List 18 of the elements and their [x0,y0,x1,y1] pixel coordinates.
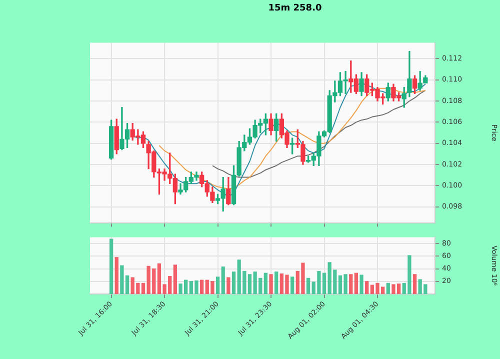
bar [226,277,230,294]
bar [200,280,204,294]
bar [354,272,358,294]
bar [386,282,390,294]
bar [114,257,118,294]
bar [264,272,268,294]
bar [274,272,278,294]
bar [306,278,310,294]
bar [173,264,178,294]
bar [290,276,294,294]
bar [221,266,225,294]
bar [349,274,353,294]
bar [365,281,369,294]
bar [216,276,220,294]
bar [269,274,273,294]
chart-title: 15m 258.0 [268,4,322,14]
bar [360,274,364,294]
bar [412,274,417,294]
